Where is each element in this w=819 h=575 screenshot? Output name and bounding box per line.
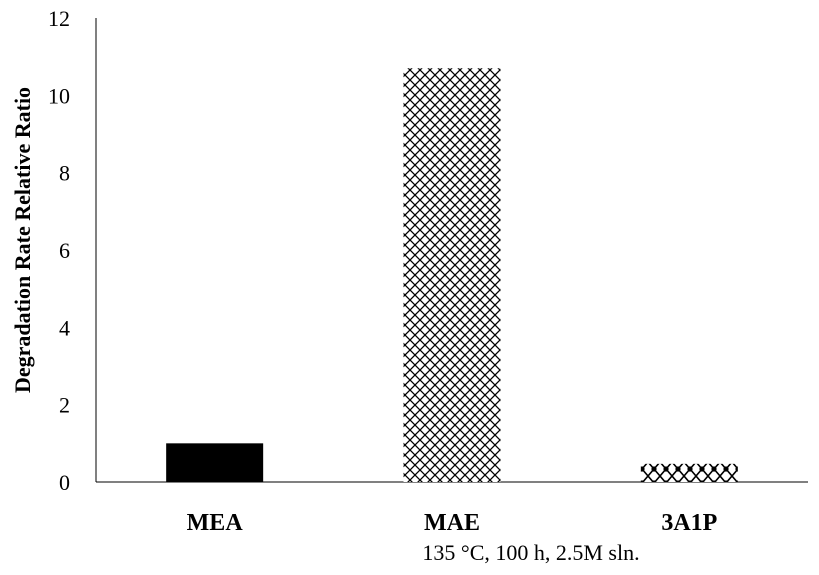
- y-tick-labels: 0 2 4 6 8 10 12: [48, 6, 70, 495]
- y-tick-label: 8: [59, 161, 70, 186]
- y-tick-label: 6: [59, 238, 70, 263]
- bar-mae: [403, 68, 501, 483]
- y-axis-label: Degradation Rate Relative Ratio: [10, 87, 35, 393]
- x-category-labels: MEA MAE 3A1P: [187, 510, 718, 536]
- bar-mea: [166, 443, 264, 482]
- bar-3a1p: [640, 463, 738, 482]
- x-category-label: MAE: [424, 510, 480, 536]
- y-tick-label: 4: [59, 315, 70, 340]
- y-tick-label: 10: [48, 83, 70, 108]
- x-axis-label: 135 °C, 100 h, 2.5M sln.: [422, 540, 639, 565]
- y-tick-label: 12: [48, 6, 70, 31]
- x-category-label: 3A1P: [661, 510, 717, 536]
- bars: [166, 68, 738, 483]
- y-tick-label: 0: [59, 470, 70, 495]
- y-tick-label: 2: [59, 393, 70, 418]
- x-category-label: MEA: [187, 510, 244, 536]
